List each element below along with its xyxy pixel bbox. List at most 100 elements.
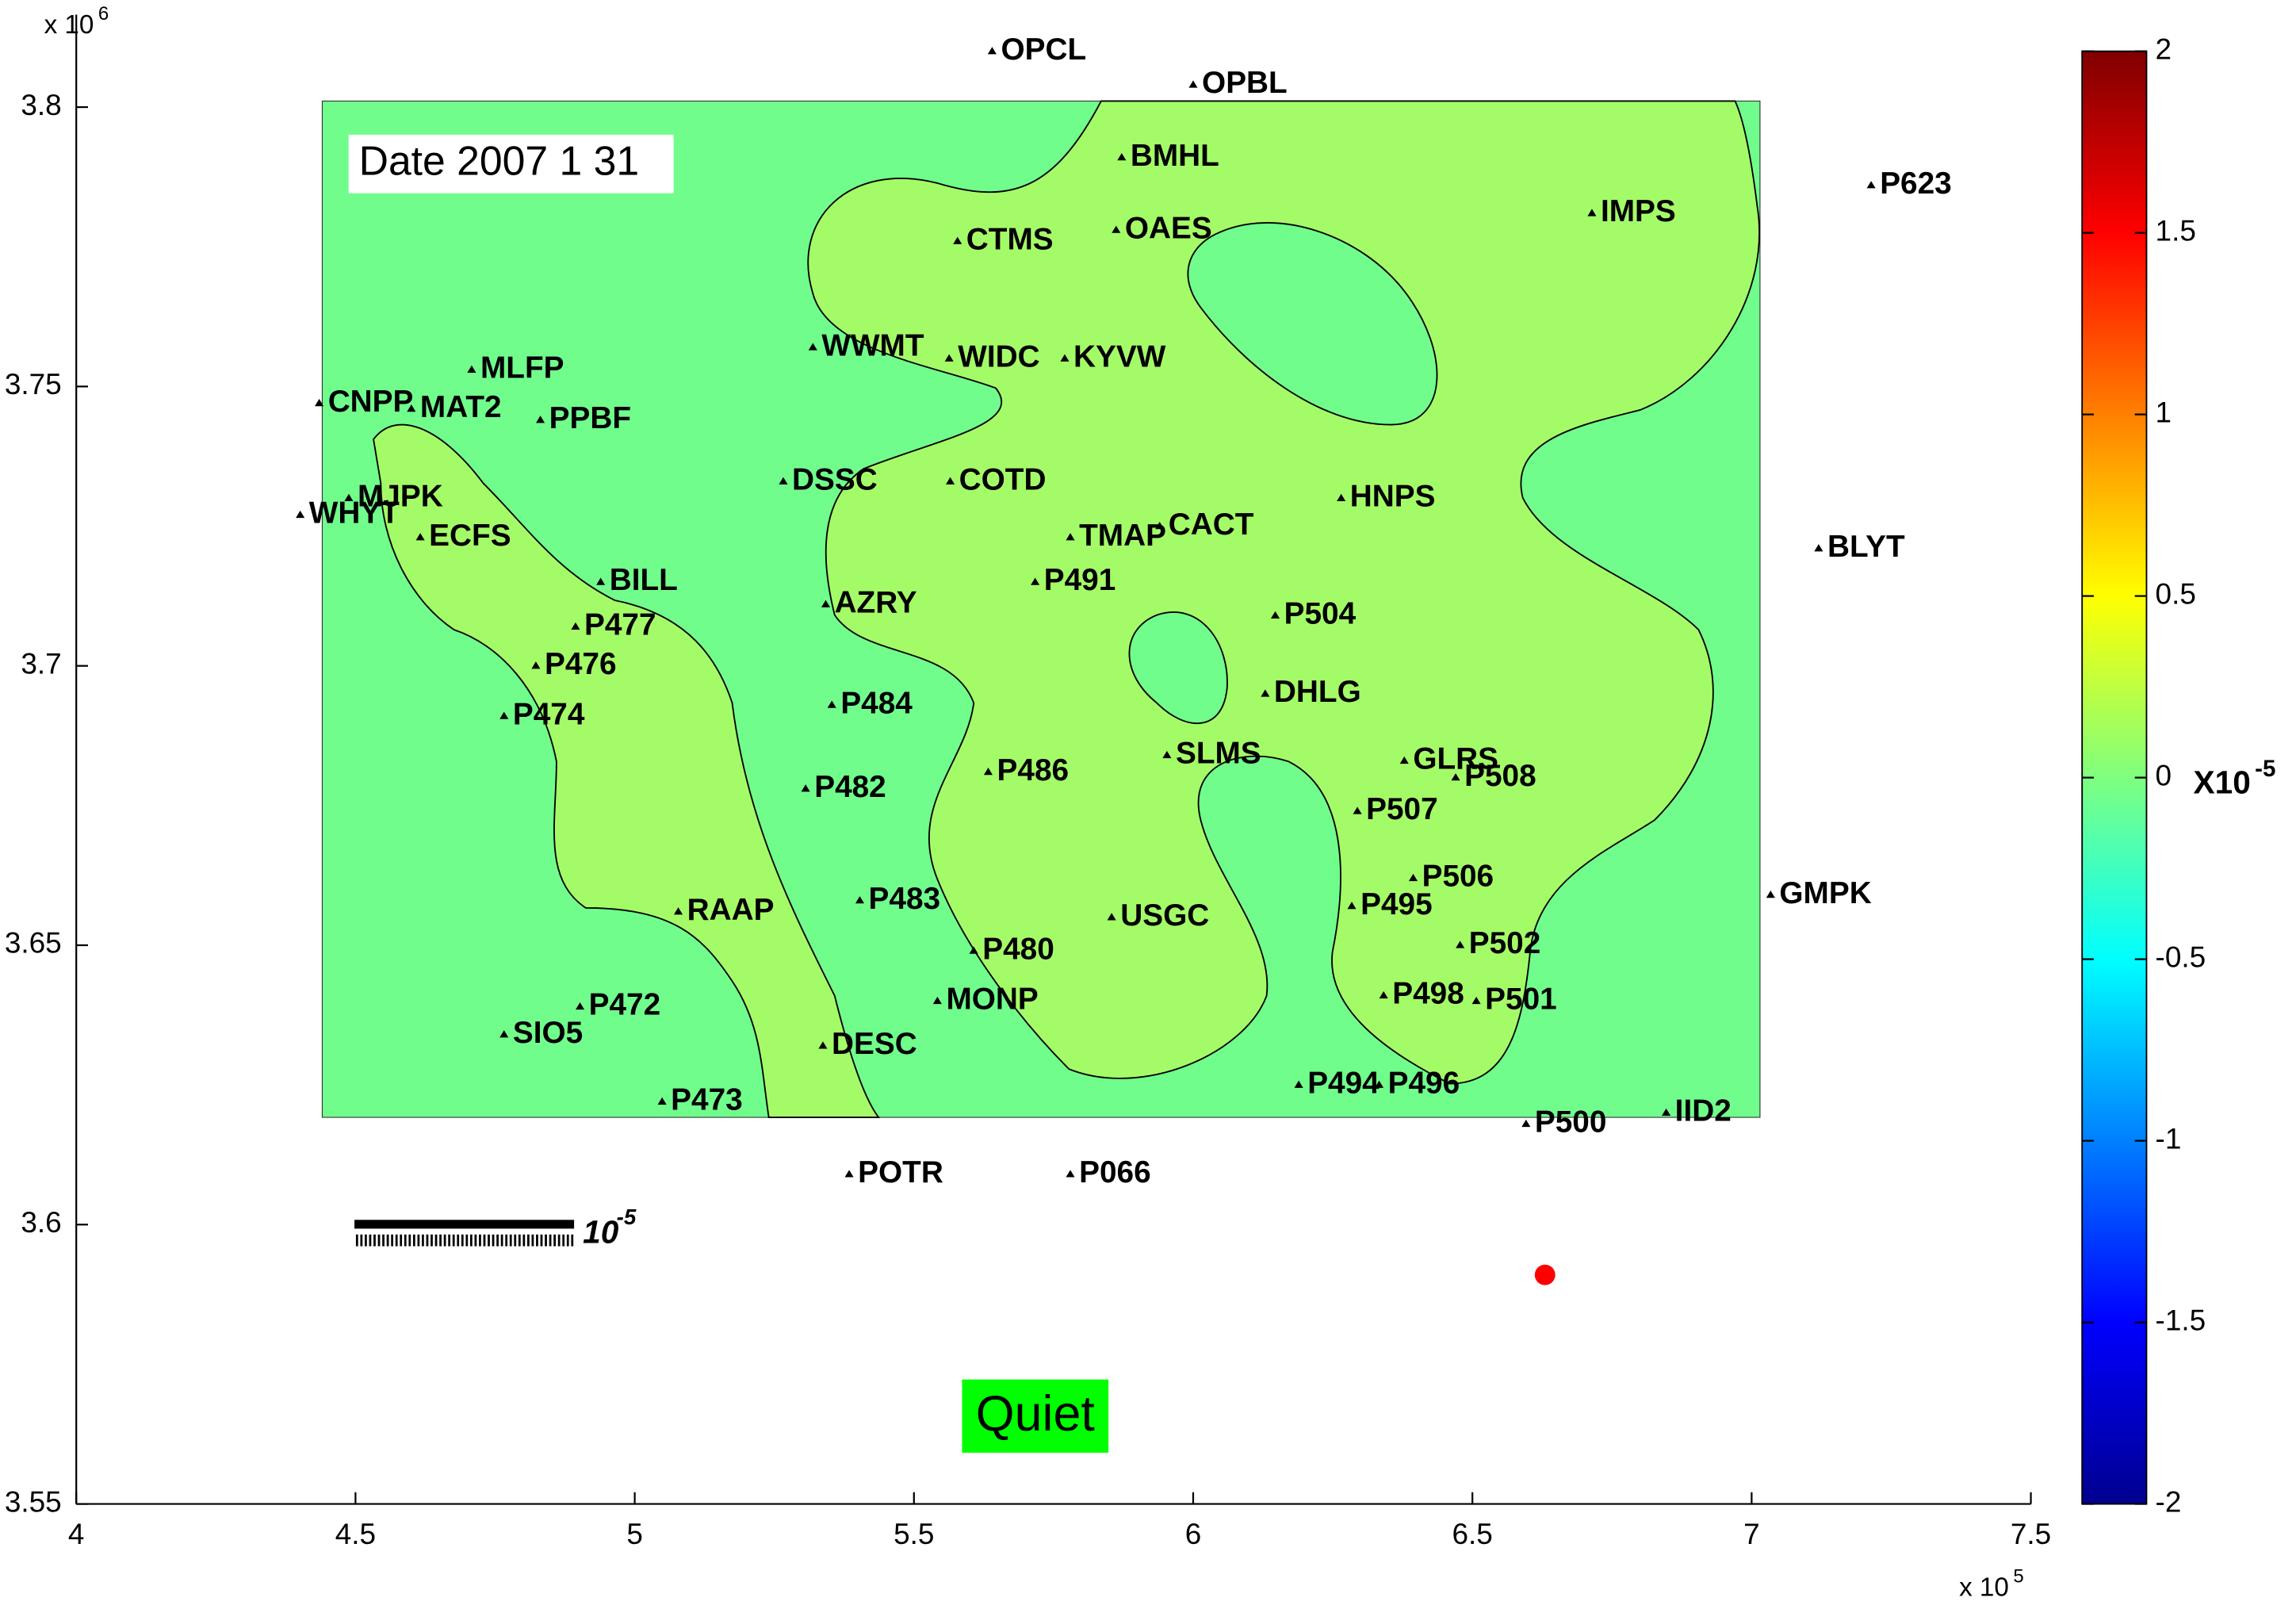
- station-marker: [1162, 750, 1172, 759]
- station-label: KYVW: [1073, 339, 1166, 373]
- station-label: P066: [1079, 1155, 1151, 1189]
- date-label: Date 2007 1 31: [359, 137, 639, 183]
- x-tick-label: 6.5: [1452, 1518, 1493, 1550]
- station-marker: [571, 622, 580, 630]
- station-marker: [801, 784, 810, 792]
- x-tick-label: 7: [1743, 1518, 1760, 1550]
- station-marker: [1112, 225, 1121, 233]
- x-tick-label: 4: [68, 1518, 85, 1550]
- station-label: IMPS: [1601, 194, 1676, 228]
- scale-bar-label: 10: [583, 1214, 619, 1251]
- station-label: GMPK: [1779, 876, 1871, 910]
- station-label: OPBL: [1202, 66, 1288, 100]
- station-label: POTR: [858, 1155, 943, 1189]
- station-label: OAES: [1125, 211, 1212, 245]
- station-marker: [1814, 544, 1823, 552]
- station-marker: [1261, 689, 1270, 697]
- station-marker: [827, 700, 836, 708]
- station-marker: [1471, 996, 1481, 1005]
- station-label: P474: [513, 697, 585, 731]
- station-marker: [467, 365, 476, 373]
- x-tick-label: 4.5: [335, 1518, 376, 1550]
- station-marker: [1066, 533, 1075, 541]
- status-label: Quiet: [976, 1386, 1095, 1442]
- y-tick-label: 3.65: [5, 927, 62, 960]
- station-marker: [1337, 493, 1346, 502]
- station-marker: [1347, 902, 1357, 910]
- contour-region: [1128, 611, 1228, 725]
- station-marker: [344, 493, 354, 502]
- station-label: P484: [840, 686, 913, 720]
- station-label: SLMS: [1176, 737, 1261, 771]
- station-marker: [296, 510, 305, 519]
- x-multiplier-power: 5: [2013, 1565, 2023, 1587]
- station-marker: [808, 343, 817, 350]
- colorbar-power: -5: [2255, 756, 2275, 782]
- station-marker: [779, 477, 788, 485]
- station-label: DESC: [832, 1027, 917, 1061]
- station-marker: [1766, 891, 1775, 898]
- x-tick-label: 7.5: [2011, 1518, 2051, 1550]
- station-label: RAAP: [687, 893, 775, 927]
- station-label: BLYT: [1827, 530, 1905, 564]
- station-marker: [576, 1002, 585, 1010]
- colorbar-tick-label: -0.5: [2156, 940, 2206, 973]
- station-marker: [1107, 913, 1116, 921]
- station-marker: [987, 47, 997, 55]
- station-label: P504: [1284, 597, 1357, 631]
- station-label: MLFP: [480, 351, 564, 385]
- station-label: IID2: [1675, 1094, 1732, 1128]
- station-marker: [1353, 806, 1362, 814]
- y-tick-label: 3.7: [21, 647, 61, 680]
- station-label: P483: [869, 882, 941, 916]
- station-label: MJPK: [358, 480, 443, 514]
- station-marker: [944, 354, 954, 362]
- station-marker: [1155, 521, 1165, 530]
- station-label: WWMT: [821, 328, 924, 362]
- contour-region: [1187, 222, 1438, 426]
- station-marker: [499, 1030, 509, 1038]
- station-label: COTD: [959, 462, 1047, 496]
- station-marker: [1662, 1108, 1671, 1117]
- station-label: P480: [982, 932, 1054, 966]
- colorbar-tick-label: 2: [2156, 33, 2172, 65]
- station-label: P501: [1485, 983, 1557, 1017]
- colorbar-tick-label: -1: [2156, 1122, 2182, 1155]
- station-marker: [855, 896, 865, 904]
- station-marker: [844, 1170, 854, 1178]
- station-label: P498: [1392, 977, 1464, 1011]
- y-tick-label: 3.6: [21, 1206, 61, 1239]
- colorbar-label: X10: [2194, 764, 2251, 801]
- scale-bar-hatch: [354, 1234, 575, 1247]
- station-label: P486: [997, 753, 1070, 787]
- station-marker: [536, 416, 545, 423]
- colorbar-tick-label: 1: [2156, 396, 2172, 428]
- station-marker: [1587, 209, 1597, 216]
- station-marker: [1451, 773, 1460, 781]
- station-label: P500: [1535, 1105, 1607, 1140]
- date-box: [348, 134, 674, 193]
- station-marker: [1066, 1170, 1075, 1178]
- station-marker: [673, 907, 683, 915]
- x-multiplier: x 10: [1959, 1572, 2009, 1602]
- colorbar-tick-label: -2: [2156, 1485, 2182, 1518]
- station-marker: [596, 577, 606, 585]
- station-label: P491: [1044, 563, 1116, 597]
- y-tick-label: 3.55: [5, 1485, 62, 1518]
- station-label: CTMS: [966, 222, 1054, 256]
- station-label: P496: [1388, 1066, 1460, 1100]
- station-label: WHYT: [309, 496, 400, 531]
- station-label: WIDC: [958, 339, 1039, 373]
- station-label: P508: [1464, 759, 1536, 793]
- station-label: AZRY: [835, 585, 917, 619]
- station-label: P506: [1422, 860, 1494, 894]
- station-marker: [821, 599, 831, 607]
- station-marker: [1031, 577, 1040, 585]
- station-label: DHLG: [1274, 675, 1361, 709]
- station-marker: [818, 1041, 828, 1049]
- colorbar-tick-label: 0: [2156, 759, 2172, 791]
- station-label: TMAP: [1079, 519, 1166, 553]
- station-label: MAT2: [420, 390, 502, 424]
- station-label: HNPS: [1350, 480, 1436, 514]
- status-box: [962, 1379, 1109, 1453]
